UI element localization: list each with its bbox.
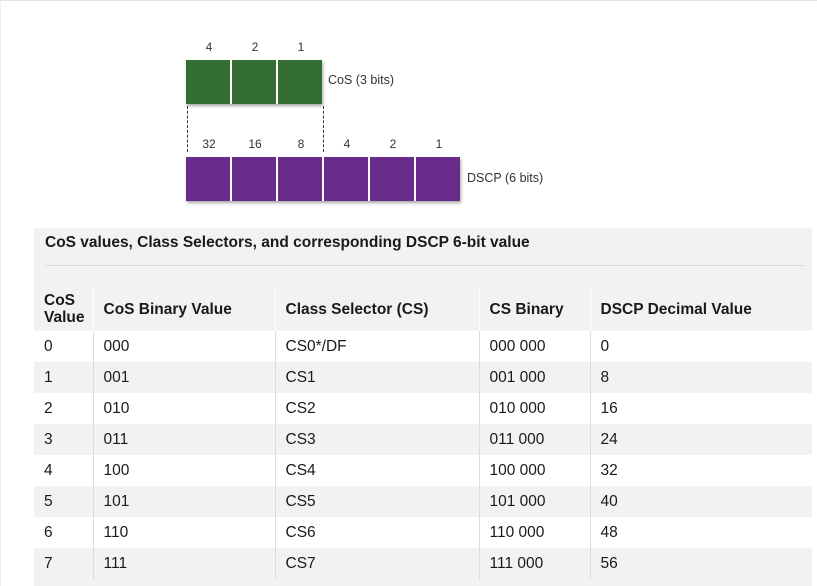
table-row: 0 000 CS0*/DF 000 000 0 [34, 331, 812, 362]
cos-bit-cell [278, 60, 322, 104]
header-cos-binary: CoS Binary Value [93, 287, 276, 331]
cell-dscp-decimal: 8 [590, 362, 812, 393]
cell-cos-value: 2 [34, 393, 94, 424]
cos-bit-cell [186, 60, 232, 104]
dashed-connector-left [187, 106, 188, 152]
cell-dscp-decimal: 0 [590, 331, 812, 362]
cell-cos-value: 7 [34, 548, 94, 579]
table-row: 6 110 CS6 110 000 48 [34, 517, 812, 548]
frame-left-border [0, 0, 1, 586]
cell-cos-binary: 101 [93, 486, 276, 517]
cell-dscp-decimal: 24 [590, 424, 812, 455]
cell-cos-binary: 111 [93, 548, 276, 579]
cell-cs-binary: 001 000 [479, 362, 591, 393]
cos-bit-weight: 4 [205, 40, 213, 54]
dscp-bits-label: DSCP (6 bits) [467, 171, 544, 185]
header-cos-value: CoS Value [34, 287, 94, 331]
cell-cs-binary: 011 000 [479, 424, 591, 455]
dscp-bit-weight: 2 [389, 137, 397, 151]
cell-class-selector: CS0*/DF [275, 331, 480, 362]
cell-class-selector: CS3 [275, 424, 480, 455]
dscp-bit-cell [324, 157, 370, 201]
dscp-bit-weight: 4 [343, 137, 351, 151]
header-dscp-decimal: DSCP Decimal Value [600, 300, 752, 318]
table-header-row: CoS Value CoS Binary Value Class Selecto… [34, 287, 812, 331]
cell-cos-binary: 110 [93, 517, 276, 548]
cos-dscp-table-panel: CoS values, Class Selectors, and corresp… [34, 228, 812, 586]
table-row: 3 011 CS3 011 000 24 [34, 424, 812, 455]
dscp-bit-cell [370, 157, 416, 201]
cos-dscp-table: CoS Value CoS Binary Value Class Selecto… [34, 287, 812, 579]
cell-cos-value: 1 [34, 362, 94, 393]
dscp-bit-cell [186, 157, 232, 201]
cos-bit-weight: 2 [251, 40, 259, 54]
cell-cs-binary: 100 000 [479, 455, 591, 486]
cell-dscp-decimal: 16 [590, 393, 812, 424]
header-cos-value-line2: Value [44, 309, 85, 326]
cell-dscp-decimal: 48 [590, 517, 812, 548]
cell-cos-value: 6 [34, 517, 94, 548]
cell-cs-binary: 000 000 [479, 331, 591, 362]
cell-dscp-decimal: 40 [590, 486, 812, 517]
cell-class-selector: CS5 [275, 486, 480, 517]
table-row: 4 100 CS4 100 000 32 [34, 455, 812, 486]
cell-class-selector: CS4 [275, 455, 480, 486]
cell-class-selector: CS2 [275, 393, 480, 424]
cell-cs-binary: 110 000 [479, 517, 591, 548]
dscp-bits-bar [186, 157, 460, 201]
table-row: 5 101 CS5 101 000 40 [34, 486, 812, 517]
cell-cos-value: 4 [34, 455, 94, 486]
header-class-selector: Class Selector (CS) [275, 287, 480, 331]
frame-top-border [0, 0, 817, 1]
table-row: 7 111 CS7 111 000 56 [34, 548, 812, 579]
cell-class-selector: CS6 [275, 517, 480, 548]
cos-bits-bar [186, 60, 322, 104]
cell-class-selector: CS1 [275, 362, 480, 393]
table-title: CoS values, Class Selectors, and corresp… [45, 234, 530, 251]
header-cs-binary: CS Binary [479, 287, 591, 331]
cell-cos-binary: 011 [93, 424, 276, 455]
cell-cos-value: 5 [34, 486, 94, 517]
cell-cos-value: 0 [34, 331, 94, 362]
cell-class-selector: CS7 [275, 548, 480, 579]
cell-cos-binary: 000 [93, 331, 276, 362]
dscp-bit-weight: 32 [202, 137, 216, 151]
cell-cs-binary: 101 000 [479, 486, 591, 517]
table-row: 1 001 CS1 001 000 8 [34, 362, 812, 393]
dscp-bit-weight: 8 [297, 137, 305, 151]
cell-cos-value: 3 [34, 424, 94, 455]
cell-dscp-decimal: 32 [590, 455, 812, 486]
cos-bits-label: CoS (3 bits) [328, 73, 394, 87]
header-cos-value-line1: CoS [44, 292, 75, 309]
title-divider [45, 265, 804, 266]
cos-bit-weight: 1 [297, 40, 305, 54]
cos-bit-cell [232, 60, 278, 104]
dscp-bit-weight: 1 [435, 137, 443, 151]
dashed-connector-right [323, 106, 324, 152]
cell-cs-binary: 010 000 [479, 393, 591, 424]
table-row: 2 010 CS2 010 000 16 [34, 393, 812, 424]
dscp-bit-weight: 16 [248, 137, 262, 151]
dscp-bit-cell [232, 157, 278, 201]
dscp-bit-cell [416, 157, 460, 201]
cell-cs-binary: 111 000 [479, 548, 591, 579]
cell-dscp-decimal: 56 [590, 548, 812, 579]
dscp-bit-cell [278, 157, 324, 201]
cell-cos-binary: 010 [93, 393, 276, 424]
cell-cos-binary: 001 [93, 362, 276, 393]
cell-cos-binary: 100 [93, 455, 276, 486]
